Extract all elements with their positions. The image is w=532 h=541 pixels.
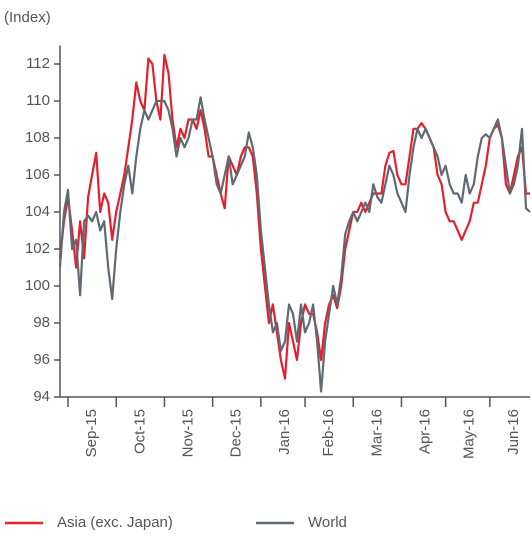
legend-label: World <box>308 514 347 531</box>
legend-label: Asia (exc. Japan) <box>57 514 173 531</box>
y-tick-label: 108 <box>25 129 50 146</box>
y-tick-label: 104 <box>25 203 50 220</box>
y-tick-label: 94 <box>33 388 50 405</box>
x-tick-label: May-16 <box>461 409 478 459</box>
y-tick-label: 110 <box>26 92 50 109</box>
x-tick-label: Oct-15 <box>131 409 148 454</box>
x-tick-label: Jan-16 <box>276 409 293 455</box>
y-tick-label: 106 <box>25 166 50 183</box>
x-tick-label: Dec-15 <box>228 409 245 457</box>
x-tick-label: Mar-16 <box>368 409 385 457</box>
x-tick-label: Apr-16 <box>417 409 434 454</box>
series-line <box>58 96 531 393</box>
x-tick-label: Jun-16 <box>505 409 522 455</box>
x-tick-label: Feb-16 <box>320 409 337 457</box>
y-tick-label: 96 <box>33 351 50 368</box>
x-tick-label: Sep-15 <box>83 409 100 457</box>
y-tick-label: 98 <box>33 314 50 331</box>
y-tick-label: 112 <box>26 55 50 72</box>
series-line <box>58 53 530 380</box>
y-tick-label: 100 <box>25 277 50 294</box>
y-axis-label: (Index) <box>4 9 51 26</box>
y-tick-label: 102 <box>25 240 50 257</box>
x-tick-label: Nov-15 <box>180 409 197 457</box>
